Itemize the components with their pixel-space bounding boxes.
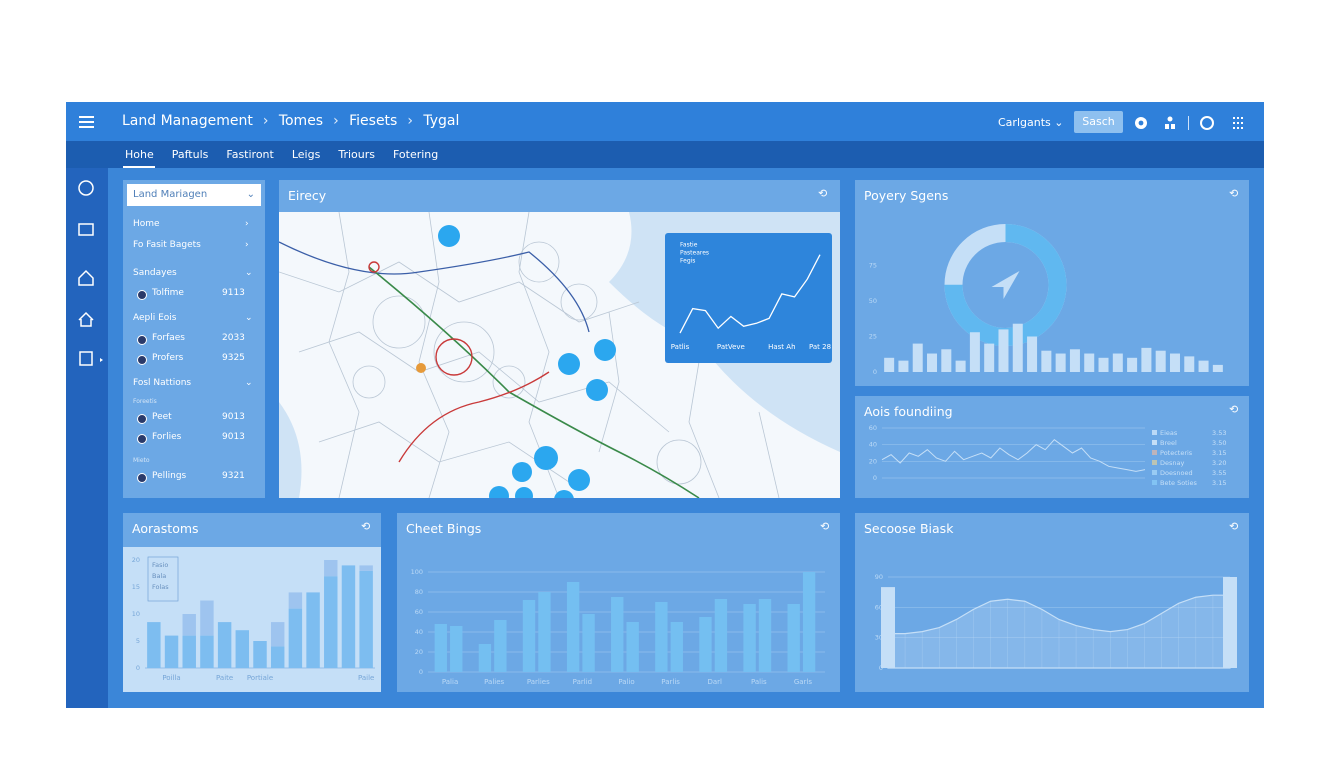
chart-title: Cheet Bings — [406, 521, 482, 536]
docs-icon[interactable] — [78, 223, 94, 236]
breadcrumb-separator: › — [333, 113, 339, 129]
chart-title: Secoose Biask — [864, 521, 954, 536]
item-value: 2033 — [222, 333, 245, 343]
account-label: Carlgants — [998, 116, 1051, 129]
home-icon[interactable] — [78, 311, 94, 327]
icon-rail — [66, 168, 108, 708]
chart-panel — [855, 396, 1249, 498]
panel-menu[interactable]: ⟲ — [1229, 520, 1239, 533]
section-note: Mieto — [133, 457, 150, 464]
section-title[interactable]: Aepli Eois — [133, 313, 177, 323]
chevron: ⌄ — [245, 313, 253, 323]
tab[interactable]: Hohe — [125, 148, 154, 161]
breadcrumb-item[interactable]: Tygal — [423, 113, 460, 129]
search-button[interactable]: Sasch — [1074, 111, 1123, 133]
tab[interactable]: Triours — [338, 148, 375, 161]
chart-title: Aorastoms — [132, 521, 199, 536]
tab[interactable]: Fotering — [392, 148, 439, 161]
item-label[interactable]: Forfaes — [152, 333, 185, 343]
item-dot — [137, 473, 147, 483]
item-label[interactable]: Forlies — [152, 432, 182, 442]
panel-menu[interactable]: ⟲ — [1229, 403, 1239, 416]
section-note: Foreetis — [133, 398, 157, 405]
refresh-icon[interactable] — [1200, 116, 1214, 130]
panel-menu[interactable]: ⟲ — [1229, 187, 1239, 200]
select-caret: ⌄ — [246, 189, 255, 200]
chart-title: Poyery Sgens — [864, 188, 949, 203]
account-menu[interactable]: Carlgants ⌄ — [998, 116, 1064, 129]
breadcrumb-item[interactable]: Land Management — [122, 113, 253, 129]
breadcrumb-separator: › — [407, 113, 413, 129]
tab[interactable]: Paftuls — [171, 148, 209, 161]
sidebar-link[interactable]: Home — [133, 219, 160, 229]
map-inset — [665, 233, 832, 363]
item-dot — [137, 290, 147, 300]
item-label[interactable]: Tolfime — [152, 288, 184, 298]
menu-icon[interactable] — [78, 114, 96, 130]
item-label[interactable]: Profers — [152, 353, 184, 363]
tab[interactable]: Fastiront — [226, 148, 274, 161]
tab[interactable]: Leigs — [291, 148, 321, 161]
item-value: 9321 — [222, 471, 245, 481]
chart-panel — [397, 513, 840, 692]
land-icon[interactable] — [78, 269, 94, 286]
chevron: › — [245, 240, 249, 250]
report-icon[interactable] — [79, 351, 93, 366]
select-label: Land Mariagen — [133, 189, 208, 200]
chevron: › — [245, 219, 249, 229]
item-dot — [137, 434, 147, 444]
sidebar-select[interactable]: Land Mariagen ⌄ — [127, 184, 261, 206]
active-tab-indicator — [123, 166, 155, 168]
dashboard-icon[interactable] — [78, 180, 94, 196]
breadcrumb-item[interactable]: Fiesets — [349, 113, 398, 129]
panel-menu[interactable]: ⟲ — [361, 520, 371, 533]
item-dot — [137, 414, 147, 424]
item-value: 9013 — [222, 432, 245, 442]
chart-panel — [855, 513, 1249, 692]
chevron: ⌄ — [245, 268, 253, 278]
item-value: 9325 — [222, 353, 245, 363]
rail-icons — [78, 180, 103, 366]
item-value: 9013 — [222, 412, 245, 422]
panel-menu[interactable]: ⟲ — [820, 520, 830, 533]
map-title: Eirecy — [288, 188, 327, 203]
breadcrumb-separator: › — [262, 113, 269, 129]
chart-panel — [855, 180, 1249, 386]
breadcrumb-item[interactable]: Tomes — [278, 113, 324, 129]
apps-icon[interactable] — [1233, 117, 1243, 129]
item-label[interactable]: Pellings — [152, 471, 187, 481]
chevron: ⌄ — [245, 378, 253, 388]
item-value: 9113 — [222, 288, 245, 298]
item-dot — [137, 355, 147, 365]
tab-bar — [66, 141, 1264, 168]
people-icon[interactable] — [1165, 116, 1175, 130]
chart-panel — [123, 513, 381, 692]
sidebar-link[interactable]: Fo Fasit Bagets — [133, 240, 201, 250]
panel-menu[interactable]: ⟲ — [818, 187, 828, 200]
item-dot — [137, 335, 147, 345]
toolbar-icons — [1135, 116, 1243, 130]
section-title[interactable]: Fosl Nattions — [133, 378, 192, 388]
top-bar — [66, 102, 1264, 141]
section-title[interactable]: Sandayes — [133, 268, 177, 278]
chart-title: Aois foundiing — [864, 404, 953, 419]
item-label[interactable]: Peet — [152, 412, 172, 422]
